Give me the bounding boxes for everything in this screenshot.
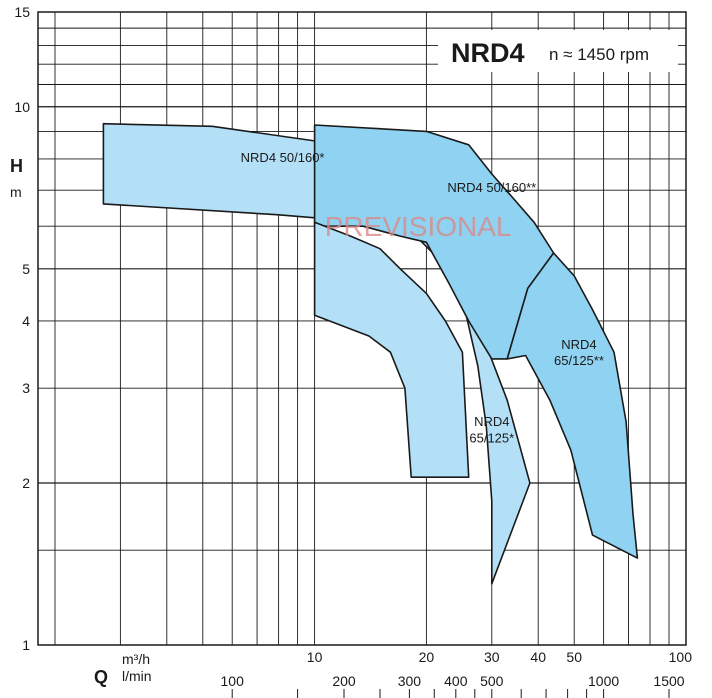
lmin-scale: 100 200 300 400 500 1000 1500 xyxy=(221,673,685,698)
x-tick-100: 100 xyxy=(669,649,693,665)
x-tick-labels: 10 20 30 40 50 100 xyxy=(307,649,692,665)
curve-label-2: NRD4 50/160** xyxy=(447,180,536,195)
y-tick-3: 3 xyxy=(22,380,30,396)
x-tick-50: 50 xyxy=(566,649,582,665)
lmin-tick-500: 500 xyxy=(480,673,504,689)
title-box xyxy=(438,30,678,72)
y-tick-labels: 1 2 3 4 5 10 15 xyxy=(14,4,30,653)
chart-title: NRD4 xyxy=(451,38,525,68)
y-tick-4: 4 xyxy=(22,313,30,329)
chart-subtitle: n ≈ 1450 rpm xyxy=(549,45,649,64)
y-axis-unit: m xyxy=(10,184,22,200)
lmin-tick-1500: 1500 xyxy=(653,673,684,689)
x-tick-20: 20 xyxy=(419,649,435,665)
y-tick-10: 10 xyxy=(14,99,30,115)
watermark-text: PREVISIONAL xyxy=(325,211,512,242)
x-tick-10: 10 xyxy=(307,649,323,665)
y-axis-label: H xyxy=(10,156,23,176)
curve-area-4 xyxy=(506,252,639,559)
lmin-tick-200: 200 xyxy=(332,673,356,689)
curve-label-1: NRD4 50/160* xyxy=(241,150,325,165)
y-tick-1: 1 xyxy=(22,637,30,653)
curve-label-3: NRD4 65/125* xyxy=(469,414,514,445)
x-axis-label: Q xyxy=(94,667,108,687)
lmin-tick-100: 100 xyxy=(221,673,245,689)
plot-frame xyxy=(37,11,687,646)
x-axis-unit-m3h: m³/h xyxy=(122,651,150,667)
curve-area-3 xyxy=(313,221,470,478)
x-tick-30: 30 xyxy=(484,649,500,665)
curve-labels: NRD4 50/160* NRD4 50/160** NRD4 65/125* NRD4… xyxy=(241,150,604,446)
x-tick-40: 40 xyxy=(530,649,546,665)
y-tick-2: 2 xyxy=(22,475,30,491)
y-tick-5: 5 xyxy=(22,261,30,277)
x-axis-unit-lmin: l/min xyxy=(122,668,152,684)
curve-areas xyxy=(102,122,639,585)
curve-label-4: NRD4 65/125** xyxy=(554,337,604,368)
lmin-tick-300: 300 xyxy=(398,673,422,689)
lmin-tick-1000: 1000 xyxy=(588,673,619,689)
lmin-tick-400: 400 xyxy=(444,673,468,689)
y-tick-15: 15 xyxy=(14,4,30,20)
